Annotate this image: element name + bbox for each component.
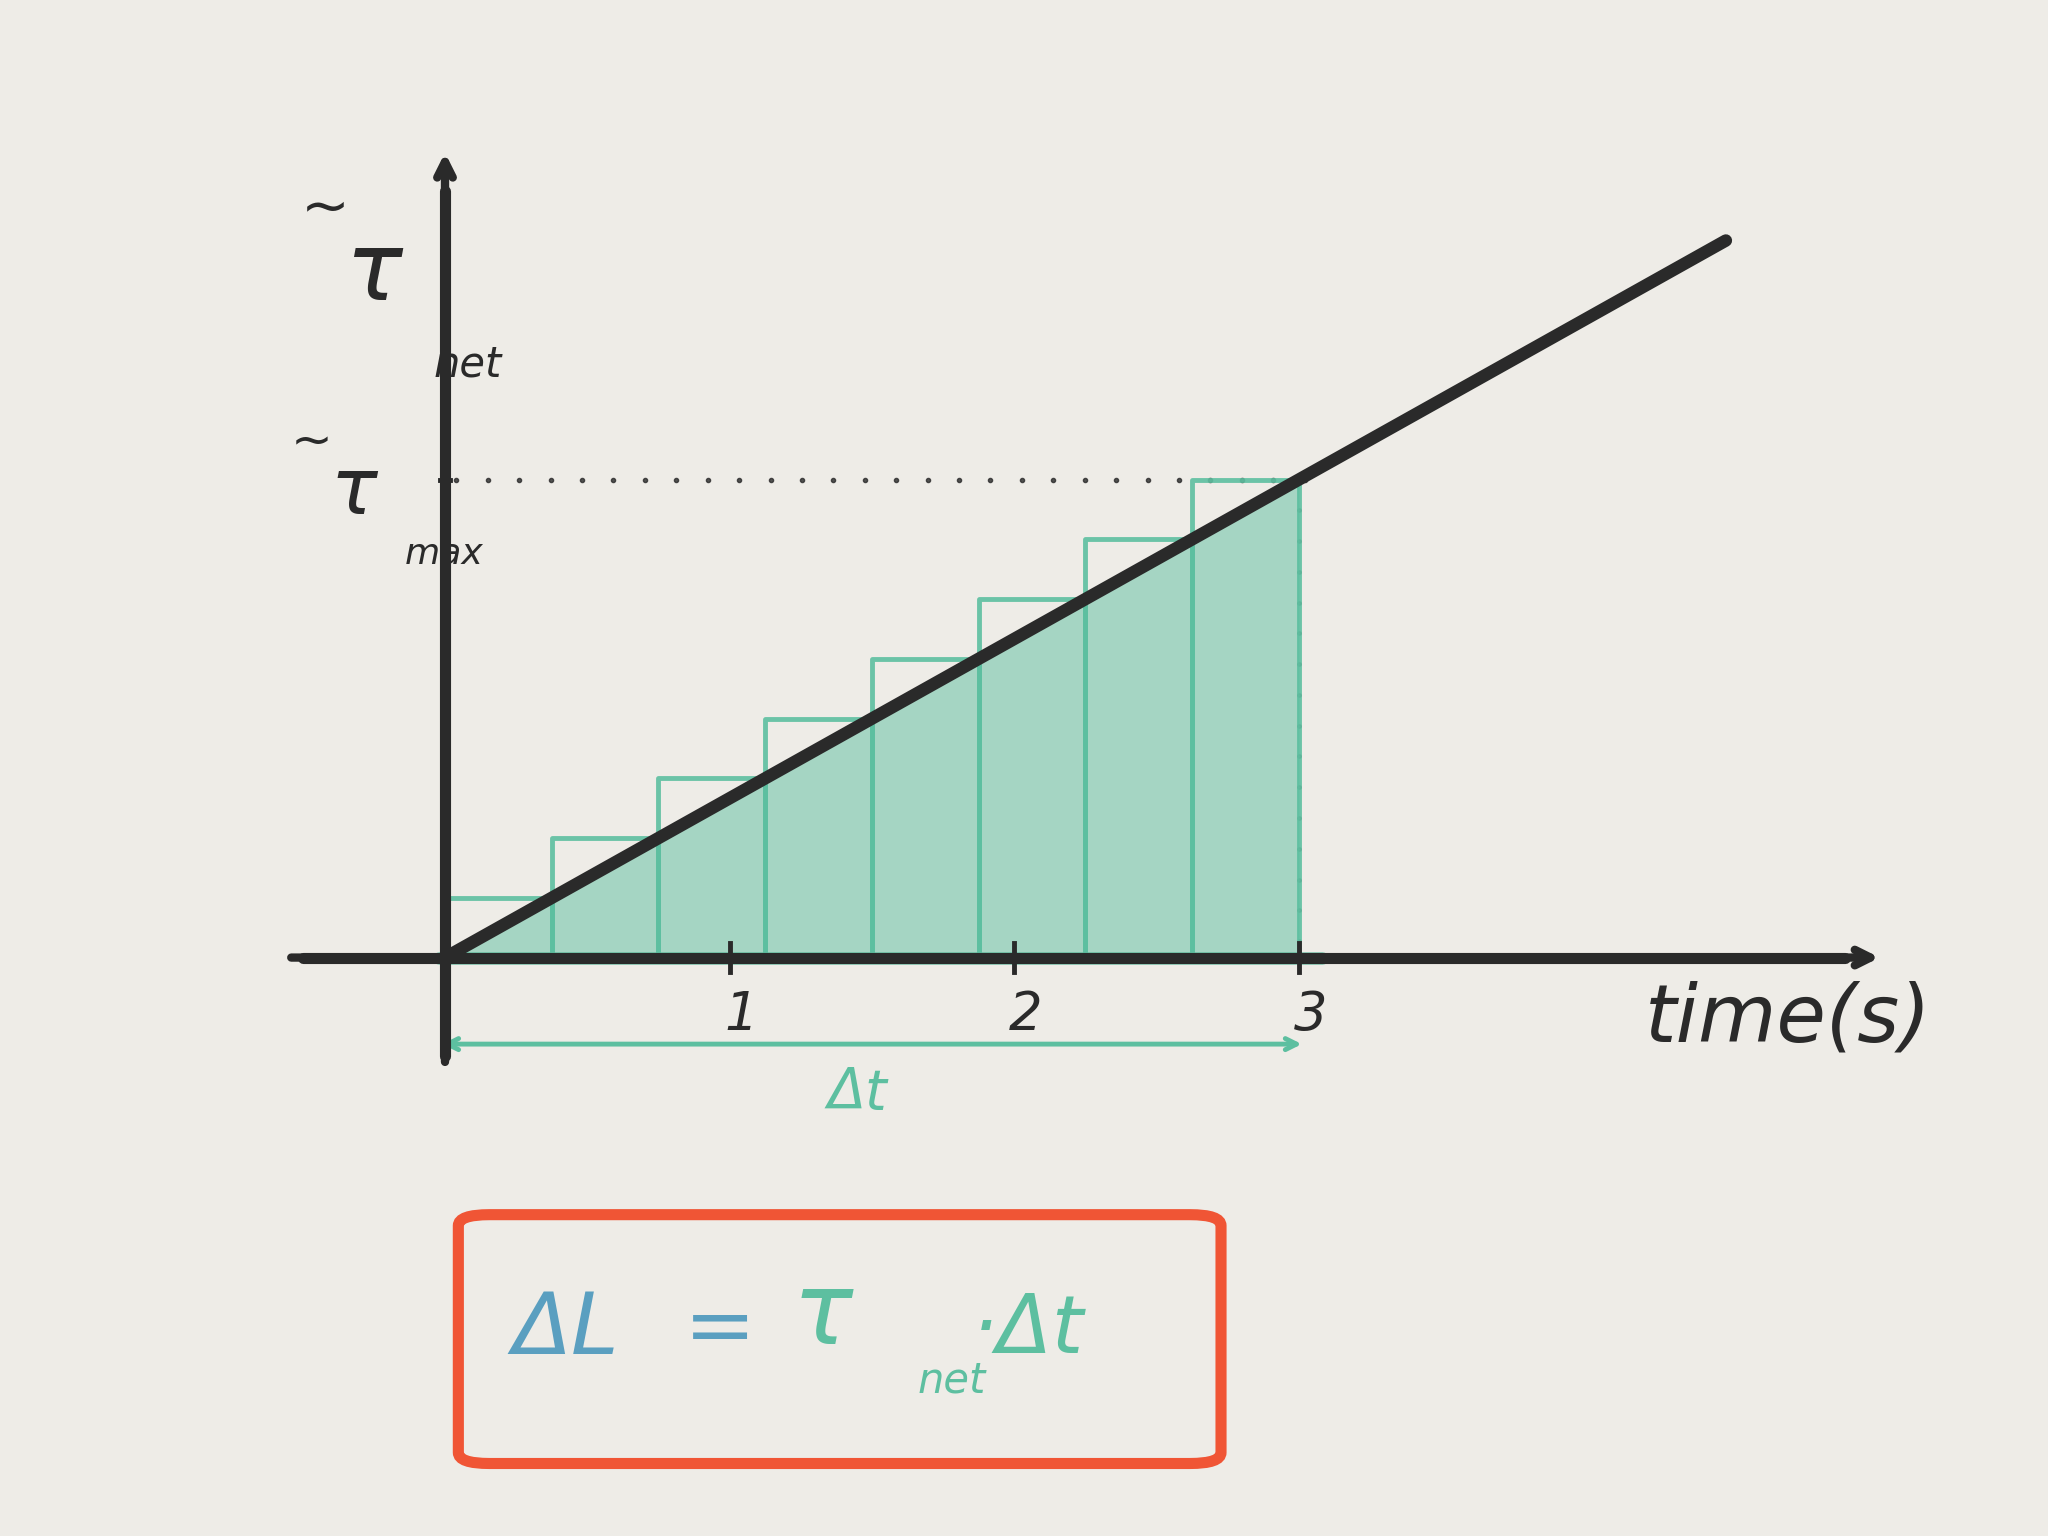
Text: τ: τ — [330, 455, 377, 530]
Text: ΔL: ΔL — [512, 1289, 621, 1372]
Text: net: net — [434, 343, 502, 386]
Text: ·Δt: ·Δt — [973, 1292, 1083, 1370]
Text: 2: 2 — [1010, 989, 1042, 1041]
Text: 1: 1 — [725, 989, 758, 1041]
Text: ~: ~ — [301, 180, 350, 237]
FancyBboxPatch shape — [459, 1215, 1221, 1464]
Text: net: net — [918, 1359, 985, 1401]
Text: max: max — [406, 536, 483, 571]
Text: 3: 3 — [1294, 989, 1327, 1041]
Text: ~: ~ — [291, 418, 332, 467]
Polygon shape — [444, 479, 1298, 957]
Text: =: = — [684, 1289, 756, 1372]
Text: τ: τ — [793, 1269, 854, 1366]
Text: Δt: Δt — [827, 1068, 887, 1120]
Text: time(s): time(s) — [1645, 980, 1931, 1058]
Text: τ: τ — [346, 227, 401, 319]
